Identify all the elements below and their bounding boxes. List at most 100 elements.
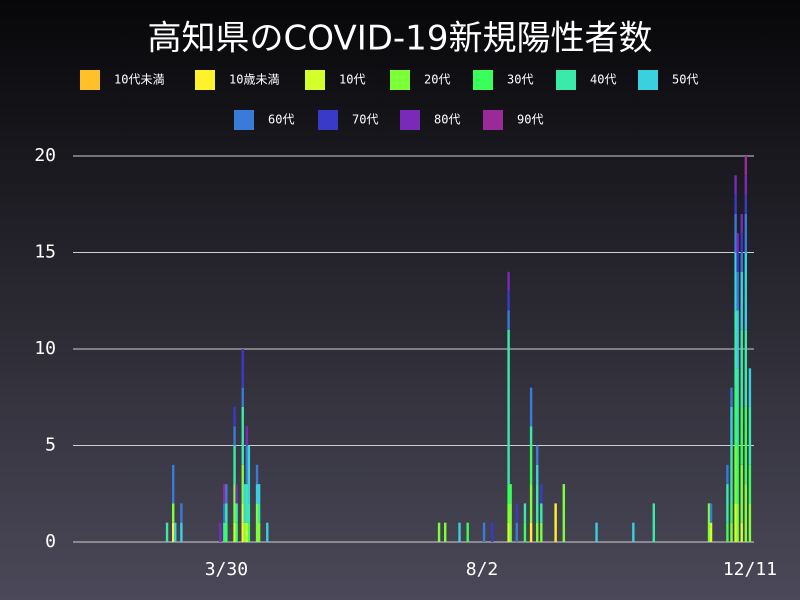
legend-swatch — [318, 110, 338, 130]
bar-segment — [257, 522, 261, 542]
bar-segment — [730, 445, 733, 504]
bar-segment — [233, 522, 236, 542]
bar-segment — [225, 484, 228, 504]
bar-segment — [740, 522, 743, 542]
bar-segment — [632, 522, 635, 542]
legend-label: 90代 — [517, 113, 543, 127]
bar-segment — [734, 194, 737, 214]
bar-segment — [509, 484, 512, 504]
bar-segment — [730, 503, 733, 523]
legend-swatch — [483, 110, 503, 130]
legend-swatch — [305, 70, 325, 90]
bar-segment — [734, 213, 737, 253]
bar-segment — [515, 522, 518, 542]
bar-segment — [726, 464, 729, 485]
bar-segment — [180, 522, 183, 542]
bar-segment — [241, 406, 244, 465]
bar-segment — [529, 426, 533, 446]
bar-segment — [540, 484, 543, 504]
bar-segment — [507, 271, 510, 292]
bar-segment — [595, 522, 598, 542]
bar-segment — [736, 503, 739, 542]
bar-segment — [243, 522, 246, 542]
bar-segment — [458, 522, 461, 542]
legend-label: 40代 — [590, 73, 616, 87]
bar-segment — [652, 503, 655, 542]
bar-segment — [255, 484, 259, 504]
bar-segment — [540, 503, 543, 523]
bar-segment — [744, 484, 748, 542]
bar-segment — [734, 310, 737, 388]
legend-swatch — [473, 70, 493, 90]
bar-segment — [172, 522, 175, 542]
bar-segment — [509, 503, 512, 542]
bar-segment — [241, 349, 244, 388]
legend-label: 70代 — [352, 113, 378, 127]
legend-swatch — [390, 70, 410, 90]
bar-segment — [744, 194, 748, 214]
bar-segment — [482, 522, 486, 542]
legend-swatch — [400, 110, 420, 130]
legend-label: 50代 — [672, 73, 698, 87]
bar-segment — [562, 484, 566, 542]
bar-segment — [736, 233, 739, 253]
bar-segment — [245, 426, 249, 446]
legend-label: 60代 — [268, 113, 294, 127]
bar-segment — [734, 175, 737, 195]
bar-segment — [736, 252, 739, 272]
bar-segment — [540, 522, 543, 542]
bar-segment — [245, 484, 249, 523]
bar-segment — [726, 522, 729, 542]
bar-segment — [740, 329, 743, 407]
bar-segment — [241, 464, 244, 504]
legend-label: 10代未満 — [114, 73, 164, 87]
x-tick-label: 3/30 — [205, 559, 248, 580]
bar-segment — [707, 503, 711, 542]
bar-segment — [734, 252, 737, 311]
bar-segment — [247, 522, 251, 542]
bar-segment — [529, 387, 533, 427]
legend-swatch — [80, 70, 100, 90]
bar-segment — [233, 406, 236, 427]
bar-segment — [266, 522, 269, 542]
bar-segment — [233, 426, 236, 446]
bar-segment — [165, 522, 169, 542]
legend-swatch — [556, 70, 576, 90]
legend-swatch — [195, 70, 215, 90]
bar-segment — [219, 522, 222, 542]
y-tick-label: 15 — [34, 242, 56, 263]
bar-segment — [554, 503, 557, 542]
legend-label: 80代 — [434, 113, 460, 127]
bar-segment — [744, 329, 748, 407]
bar-segment — [740, 464, 743, 523]
bar-segment — [235, 484, 238, 504]
bar-segment — [726, 484, 729, 523]
bar-segment — [529, 445, 533, 485]
bar-segment — [437, 522, 441, 542]
bar-segment — [235, 503, 238, 523]
bar-segment — [174, 522, 177, 542]
bar-segment — [536, 464, 539, 485]
bar-segment — [241, 522, 244, 542]
legend-swatch — [234, 110, 254, 130]
bar-segment — [235, 522, 238, 542]
bar-segment — [744, 156, 748, 176]
y-tick-label: 5 — [45, 435, 56, 456]
bar-segment — [255, 464, 259, 485]
y-tick-label: 0 — [45, 531, 56, 552]
bar-segment — [523, 522, 527, 542]
bar-segment — [730, 406, 733, 446]
legend-swatch — [638, 70, 658, 90]
bar-segment — [748, 368, 752, 407]
bar-segment — [740, 406, 743, 465]
bar-segment — [734, 387, 737, 446]
bar-segment — [257, 503, 261, 523]
bar-segment — [243, 484, 246, 523]
bar-segment — [529, 522, 533, 542]
bar-segment — [507, 522, 510, 542]
bar-segment — [247, 445, 251, 504]
y-tick-label: 20 — [34, 145, 56, 166]
bar-segment — [736, 271, 739, 311]
bar-segment — [734, 503, 737, 542]
bar-segment — [536, 484, 539, 523]
